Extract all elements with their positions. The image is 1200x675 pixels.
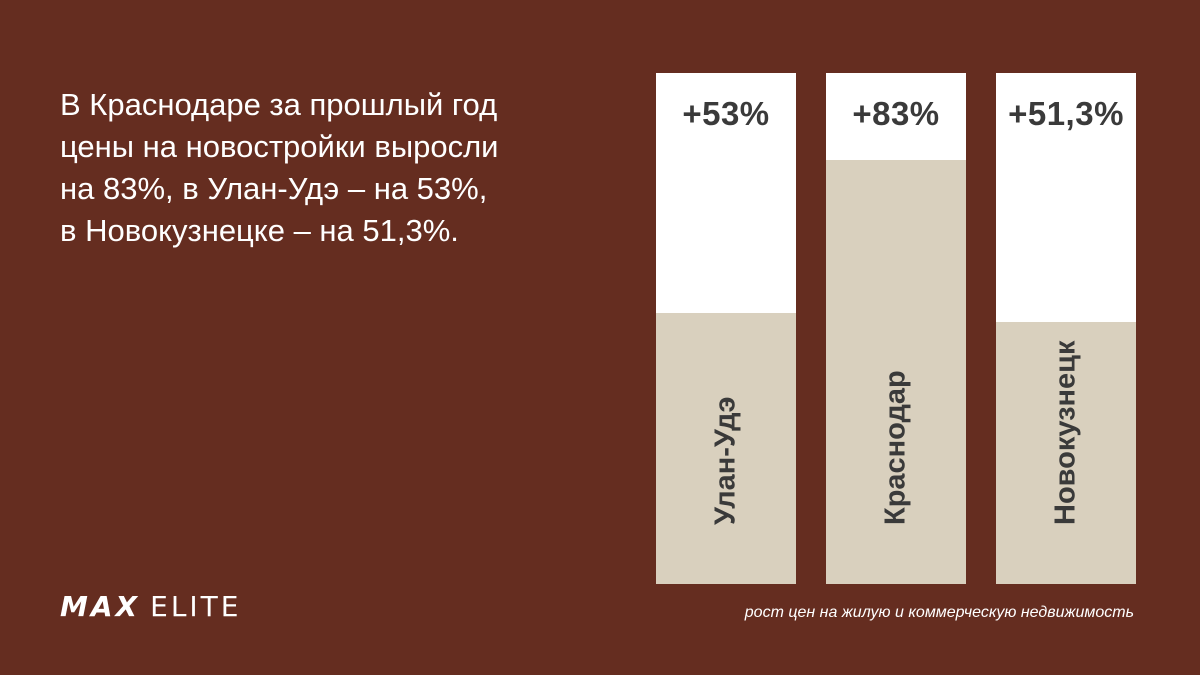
bar-value-label: +51,3% xyxy=(1008,95,1124,132)
max-elite-logo: MAX ELITE xyxy=(60,590,241,623)
logo-word-max: MAX xyxy=(60,590,141,623)
bar-track: +83% Краснодар xyxy=(826,73,966,584)
headline-line: в Новокузнецке – на 51,3%. xyxy=(60,213,459,248)
bar-track: +51,3% Новокузнецк xyxy=(996,73,1136,584)
headline-line: В Краснодаре за прошлый год xyxy=(60,87,498,122)
bar xyxy=(656,313,796,584)
bar-value-label: +53% xyxy=(682,95,770,132)
logo-word-elite: ELITE xyxy=(150,590,242,623)
bar xyxy=(996,321,1136,584)
bar xyxy=(826,159,966,584)
bar-category-label: Новокузнецк xyxy=(1049,340,1082,525)
headline: В Краснодаре за прошлый год цены на ново… xyxy=(60,84,620,252)
bar-track: +53% Улан-Удэ xyxy=(656,73,796,584)
bar-category-label: Улан-Удэ xyxy=(709,396,742,525)
bar-category-label: Краснодар xyxy=(879,370,912,525)
chart-caption: рост цен на жилую и коммерческую недвижи… xyxy=(744,604,1134,621)
bar-chart: +53% Улан-Удэ +83% Краснодар +51,3% Новокузне… xyxy=(656,73,1136,584)
headline-line: на 83%, в Улан-Удэ – на 53%, xyxy=(60,171,488,206)
bar-value-label: +83% xyxy=(852,95,940,132)
headline-line: цены на новостройки выросли xyxy=(60,129,499,164)
